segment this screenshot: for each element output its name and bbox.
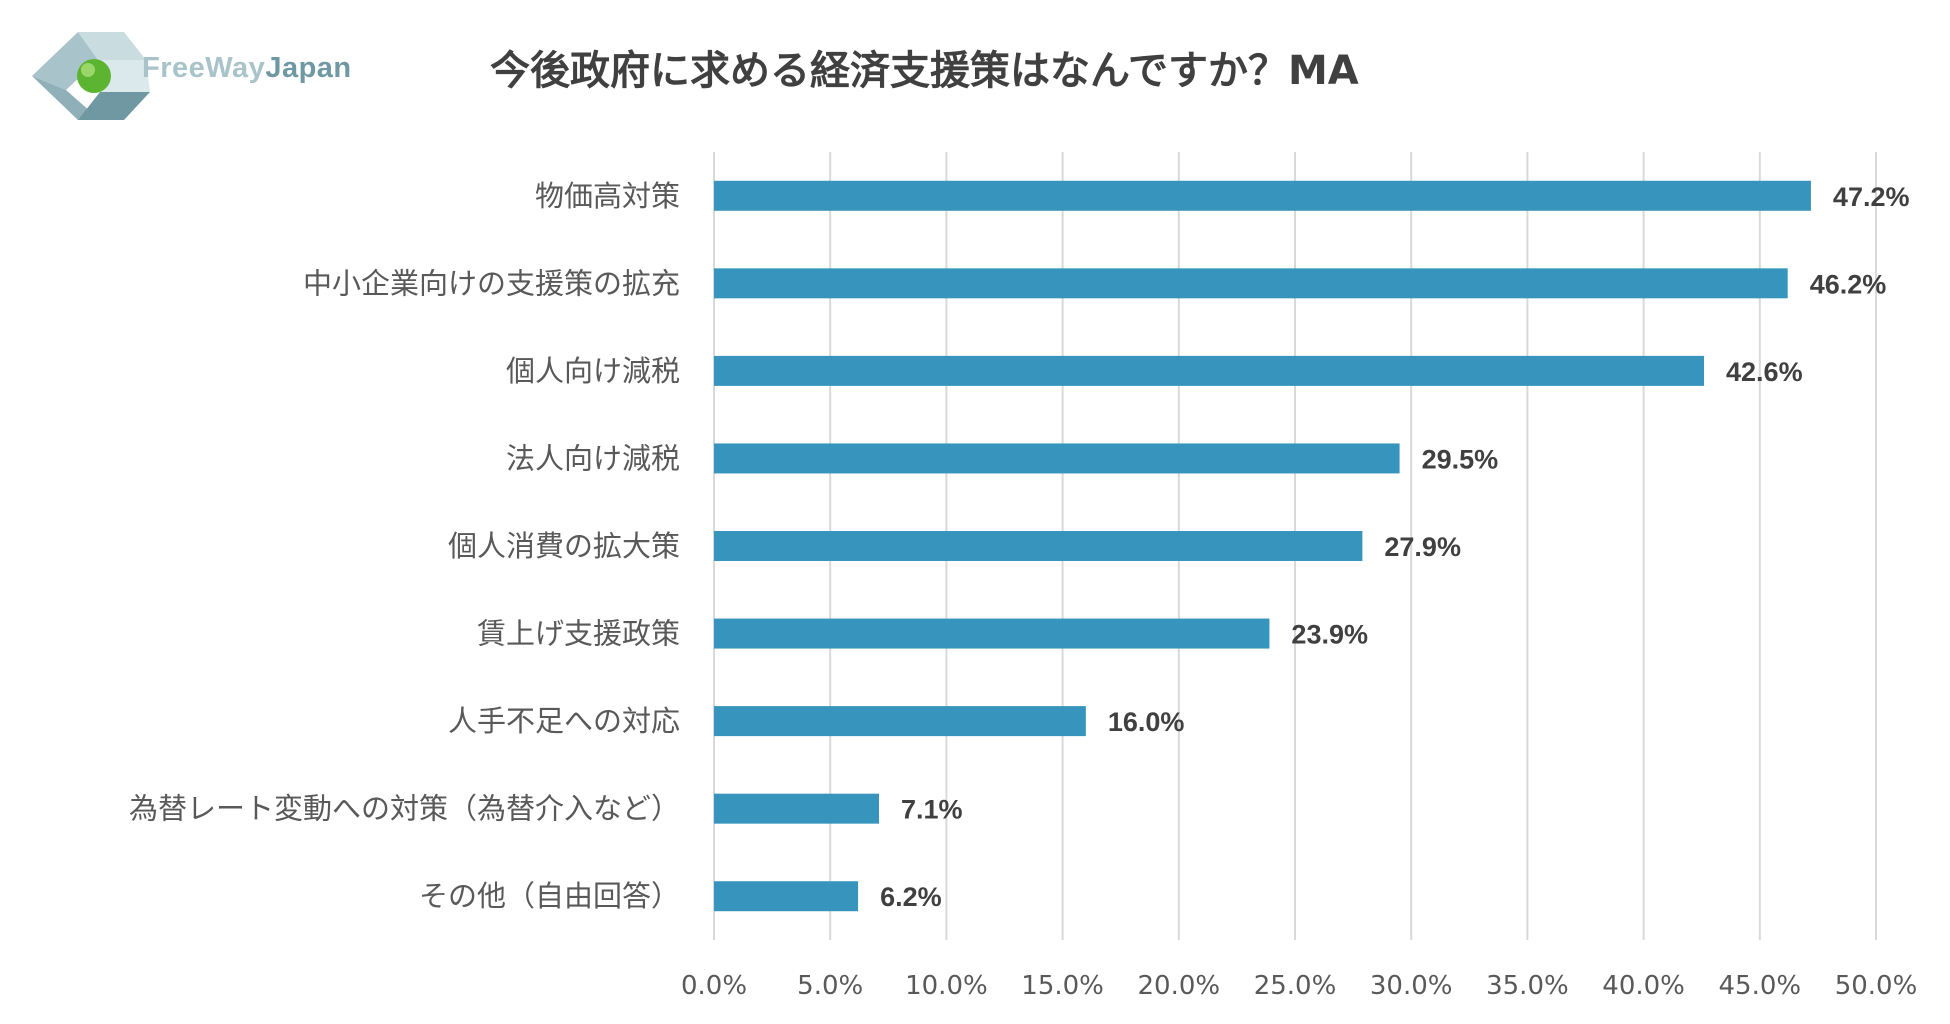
value-labels: 47.2% 46.2% 42.6% 29.5% 27.9% 23.9% 16.0% 7.1% 6… [880, 182, 1909, 912]
x-tick-label: 30.0% [1370, 971, 1453, 1001]
x-tick-label: 25.0% [1254, 971, 1337, 1001]
x-tick-label: 45.0% [1718, 971, 1801, 1001]
bar [714, 793, 880, 824]
x-tick-label: 40.0% [1602, 971, 1685, 1001]
category-labels: 物価高対策中小企業向けの支援策の拡充個人向け減税法人向け減税個人消費の拡大策賃上… [129, 179, 680, 913]
x-tick-labels: 0.0% 5.0% 10.0% 15.0% 20.0% 25.0% 30.0% 35.0% 40… [681, 971, 1917, 1001]
bar [714, 268, 1788, 299]
bar [714, 881, 859, 912]
logo-word-freeway: FreeWay [142, 52, 266, 84]
category-label: 法人向け減税 [506, 441, 680, 475]
category-label: 人手不足への対応 [448, 704, 680, 738]
value-label: 29.5% [1422, 444, 1499, 474]
logo-mark [32, 32, 150, 120]
value-label: 6.2% [880, 882, 942, 912]
value-label: 27.9% [1384, 532, 1461, 562]
bar [714, 180, 1811, 211]
value-label: 23.9% [1291, 620, 1368, 650]
category-label: その他（自由回答） [419, 879, 680, 913]
category-label: 個人消費の拡大策 [448, 529, 680, 563]
x-tick-label: 5.0% [797, 971, 863, 1001]
category-label: 中小企業向けの支援策の拡充 [303, 266, 680, 300]
bar [714, 618, 1270, 649]
logo-text: FreeWayJapan [142, 52, 352, 85]
value-label: 16.0% [1108, 707, 1185, 737]
x-tick-label: 20.0% [1137, 971, 1220, 1001]
category-label: 物価高対策 [535, 179, 680, 213]
x-tick-label: 10.0% [905, 971, 988, 1001]
logo-word-japan: Japan [265, 52, 352, 84]
bar [714, 706, 1086, 737]
category-label: 賃上げ支援政策 [477, 617, 680, 651]
value-label: 7.1% [901, 795, 963, 825]
chart-title: 今後政府に求める経済支援策はなんですか？MA [490, 48, 1359, 94]
value-label: 42.6% [1726, 357, 1803, 387]
value-label: 47.2% [1833, 182, 1910, 212]
x-tick-label: 15.0% [1021, 971, 1104, 1001]
x-tick-label: 0.0% [681, 971, 747, 1001]
category-label: 個人向け減税 [506, 354, 680, 388]
value-label: 46.2% [1810, 269, 1887, 299]
category-label: 為替レート変動への対策（為替介入など） [129, 792, 680, 826]
bar [714, 531, 1363, 561]
bar [714, 443, 1400, 474]
bar [714, 355, 1705, 386]
bars [714, 180, 1811, 912]
x-tick-label: 35.0% [1486, 971, 1569, 1001]
x-tick-label: 50.0% [1835, 971, 1918, 1001]
